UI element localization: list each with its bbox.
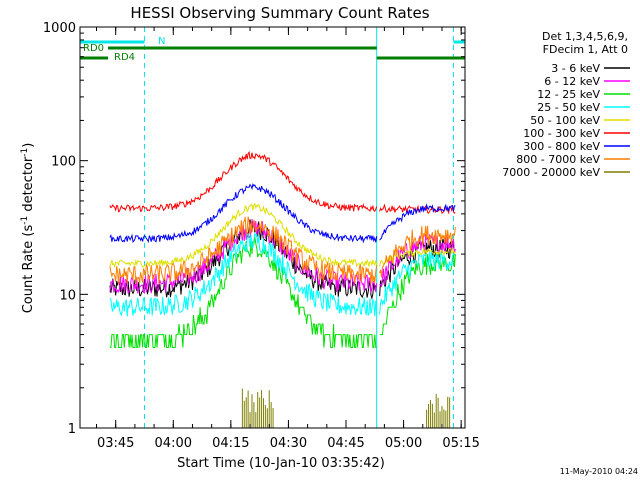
x-tick-label-04:45: 04:45 [327, 436, 364, 451]
series-line-7 [109, 216, 456, 285]
y-axis-label-sup2: -1 [20, 148, 30, 157]
series-line-6 [109, 182, 456, 244]
flag-rd0-label: RD0 [83, 43, 104, 54]
legend-label-6: 300 - 800 keV [523, 140, 600, 153]
legend-label-1: 6 - 12 keV [544, 75, 600, 88]
legend-label-7: 800 - 7000 keV [516, 153, 600, 166]
y-tick-label-1000: 1000 [43, 21, 76, 36]
x-tick-label-04:30: 04:30 [270, 436, 307, 451]
series-line-3 [109, 232, 456, 317]
y-axis-label-main: Count Rate (s [21, 225, 36, 314]
y-tick-label-10: 10 [59, 288, 76, 303]
plot-frame [79, 26, 466, 429]
y-axis-label-sup1: -1 [20, 216, 30, 225]
x-tick-label-04:15: 04:15 [212, 436, 249, 451]
x-tick-label-05:15: 05:15 [442, 436, 479, 451]
y-axis-label-mid: detector [21, 156, 36, 216]
legend-label-5: 100 - 300 keV [523, 127, 600, 140]
chart-title: HESSI Observing Summary Count Rates [130, 4, 429, 22]
y-tick-label-1: 1 [68, 422, 76, 437]
legend-header-line2: FDecim 1, Att 0 [543, 43, 628, 56]
legend-label-2: 12 - 25 keV [537, 88, 600, 101]
series-line-5 [109, 151, 456, 215]
x-tick-label-05:00: 05:00 [385, 436, 422, 451]
x-tick-label-03:45: 03:45 [97, 436, 134, 451]
y-axis: 1 10 100 1000 [43, 21, 465, 437]
legend-header-line1: Det 1,3,4,5,6,9, [542, 30, 628, 43]
flag-rd4-label: RD4 [114, 52, 135, 63]
legend-label-0: 3 - 6 keV [551, 62, 600, 75]
x-axis-label: Start Time (10-Jan-10 03:35:42) [177, 456, 385, 471]
series-line-4 [109, 202, 456, 269]
footer-timestamp: 11-May-2010 04:24 [560, 467, 638, 476]
flag-n-label: N [158, 36, 165, 47]
legend-label-3: 25 - 50 keV [537, 101, 600, 114]
y-axis-label-end: ) [21, 143, 36, 148]
x-axis: 03:45 04:00 04:15 04:30 04:45 05:00 05:15 [96, 27, 480, 451]
legend-label-8: 7000 - 20000 keV [502, 166, 600, 179]
x-tick-label-04:00: 04:00 [155, 436, 192, 451]
plot-area: RD0 N RD4 [79, 27, 465, 428]
y-tick-label-100: 100 [51, 155, 76, 170]
legend-label-4: 50 - 100 keV [530, 114, 600, 127]
legend: Det 1,3,4,5,6,9, FDecim 1, Att 0 3 - 6 k… [502, 30, 630, 179]
y-axis-label: Count Rate (s-1 detector-1) [20, 143, 36, 314]
